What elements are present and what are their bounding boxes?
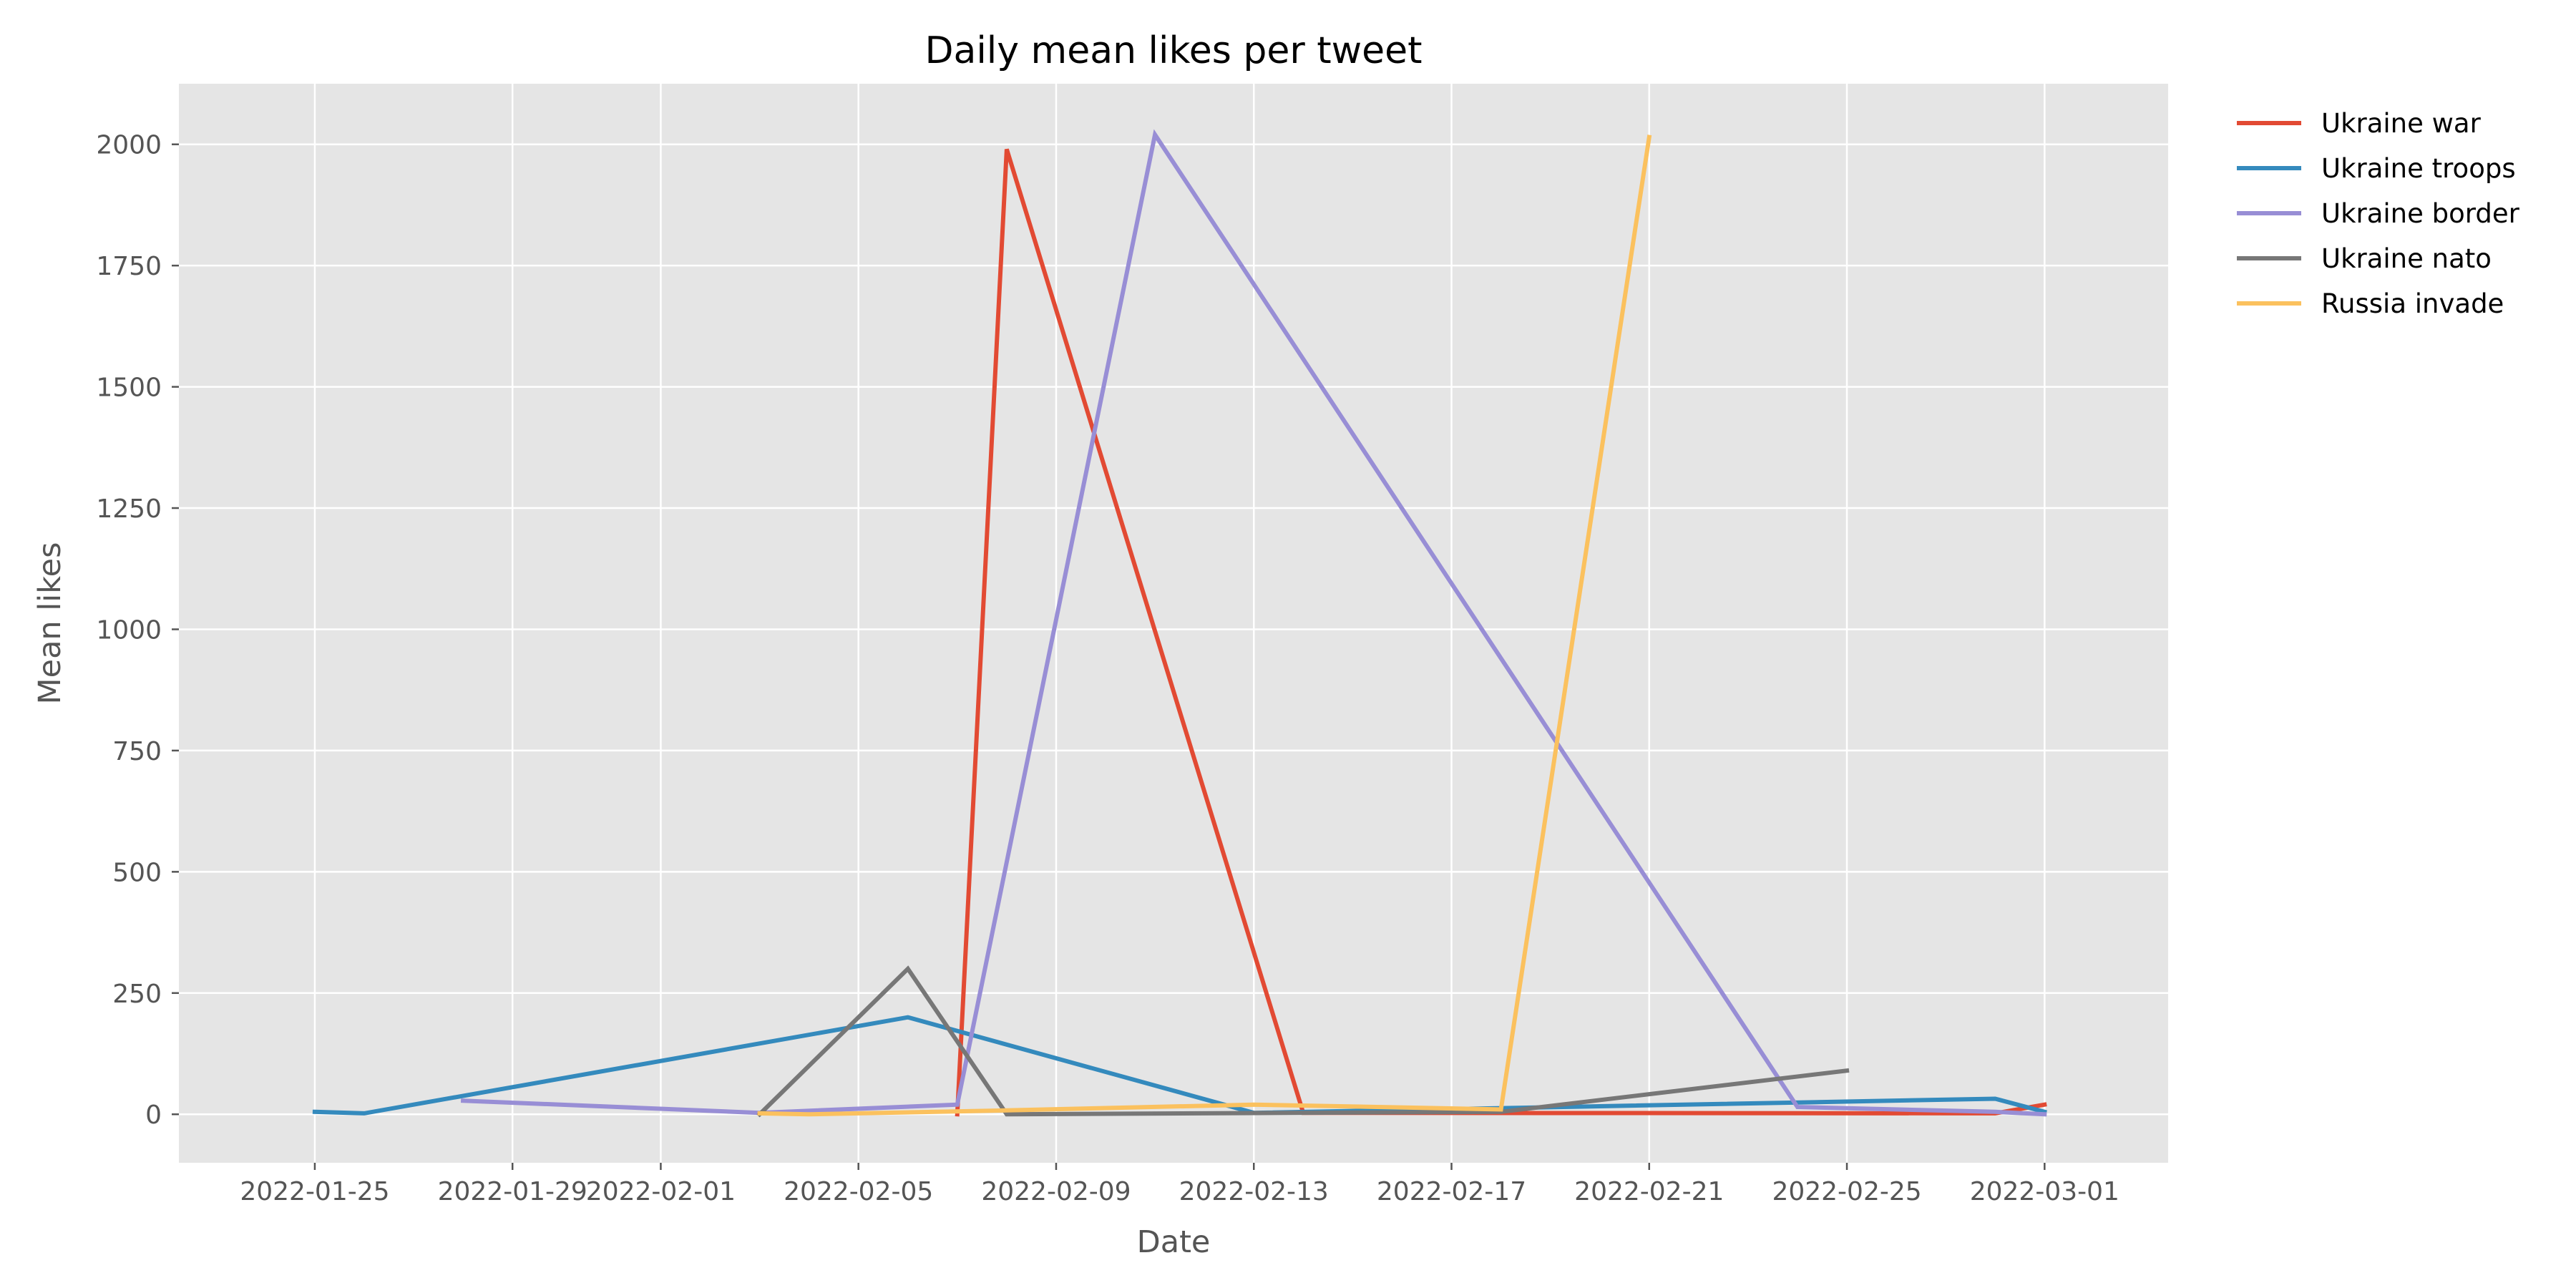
y-tick-label: 0 xyxy=(145,1101,162,1130)
chart-title: Daily mean likes per tweet xyxy=(924,29,1422,72)
series-line-ukraine-troops xyxy=(312,1015,2047,1116)
x-tick-label: 2022-02-05 xyxy=(784,1177,933,1206)
y-tick-label: 1500 xyxy=(96,374,162,403)
x-tick-label: 2022-02-13 xyxy=(1179,1177,1329,1206)
x-tick-label: 2022-02-17 xyxy=(1377,1177,1526,1206)
y-tick-label: 1000 xyxy=(96,615,162,645)
y-tick-label: 1750 xyxy=(96,252,162,281)
series-layer xyxy=(312,129,2047,1118)
legend-label-ukraine-war: Ukraine war xyxy=(2321,108,2482,139)
y-tick-label: 500 xyxy=(112,858,162,887)
plot-background xyxy=(179,84,2168,1163)
series-line-russia-invade xyxy=(757,135,1652,1117)
x-tick-label: 2022-02-21 xyxy=(1574,1177,1724,1206)
legend-label-ukraine-nato: Ukraine nato xyxy=(2321,243,2492,274)
legend-label-ukraine-border: Ukraine border xyxy=(2321,198,2520,229)
x-tick-label: 2022-01-29 xyxy=(438,1177,587,1206)
legend-label-russia-invade: Russia invade xyxy=(2321,288,2504,319)
y-tick-label: 250 xyxy=(112,980,162,1009)
x-tick-label: 2022-02-09 xyxy=(981,1177,1131,1206)
x-tick-label: 2022-03-01 xyxy=(1970,1177,2119,1206)
y-tick-label: 1250 xyxy=(96,494,162,524)
y-tick-label: 750 xyxy=(112,737,162,766)
x-tick-label: 2022-01-25 xyxy=(240,1177,389,1206)
legend-label-ukraine-troops: Ukraine troops xyxy=(2321,153,2516,184)
x-tick-label: 2022-02-01 xyxy=(586,1177,736,1206)
y-axis-title: Mean likes xyxy=(32,542,68,705)
y-tick-label: 2000 xyxy=(96,131,162,160)
legend: Ukraine war Ukraine troops Ukraine border U… xyxy=(2237,108,2520,319)
series-line-ukraine-nato xyxy=(756,965,1850,1118)
grid-layer xyxy=(179,84,2168,1163)
x-axis-title: Date xyxy=(1137,1224,1211,1260)
x-tick-label: 2022-02-25 xyxy=(1772,1177,1921,1206)
